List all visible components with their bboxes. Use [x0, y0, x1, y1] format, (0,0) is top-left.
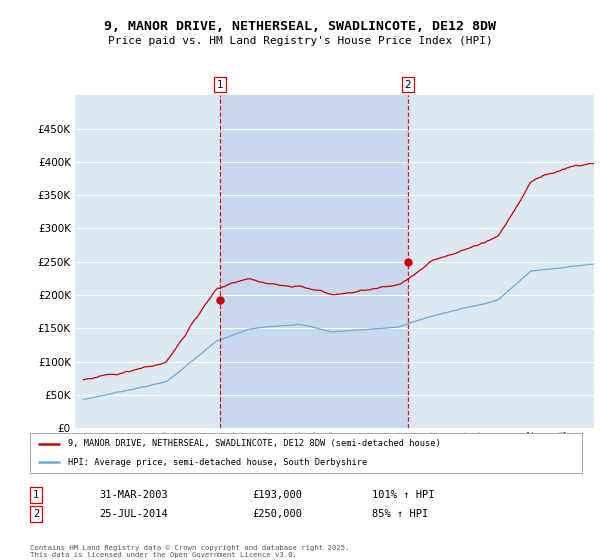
Text: Price paid vs. HM Land Registry's House Price Index (HPI): Price paid vs. HM Land Registry's House … [107, 36, 493, 46]
Text: 85% ↑ HPI: 85% ↑ HPI [372, 509, 428, 519]
Text: 2: 2 [33, 509, 39, 519]
Text: HPI: Average price, semi-detached house, South Derbyshire: HPI: Average price, semi-detached house,… [68, 458, 367, 467]
Text: £193,000: £193,000 [252, 490, 302, 500]
Text: 25-JUL-2014: 25-JUL-2014 [99, 509, 168, 519]
Text: 1: 1 [33, 490, 39, 500]
Text: 1: 1 [217, 80, 223, 90]
Text: 2: 2 [404, 80, 411, 90]
Text: 9, MANOR DRIVE, NETHERSEAL, SWADLINCOTE, DE12 8DW: 9, MANOR DRIVE, NETHERSEAL, SWADLINCOTE,… [104, 20, 496, 32]
Text: 101% ↑ HPI: 101% ↑ HPI [372, 490, 434, 500]
Text: 9, MANOR DRIVE, NETHERSEAL, SWADLINCOTE, DE12 8DW (semi-detached house): 9, MANOR DRIVE, NETHERSEAL, SWADLINCOTE,… [68, 439, 440, 448]
Text: Contains HM Land Registry data © Crown copyright and database right 2025.
This d: Contains HM Land Registry data © Crown c… [30, 545, 349, 558]
Text: £250,000: £250,000 [252, 509, 302, 519]
Text: 31-MAR-2003: 31-MAR-2003 [99, 490, 168, 500]
Bar [220, 95, 408, 428]
